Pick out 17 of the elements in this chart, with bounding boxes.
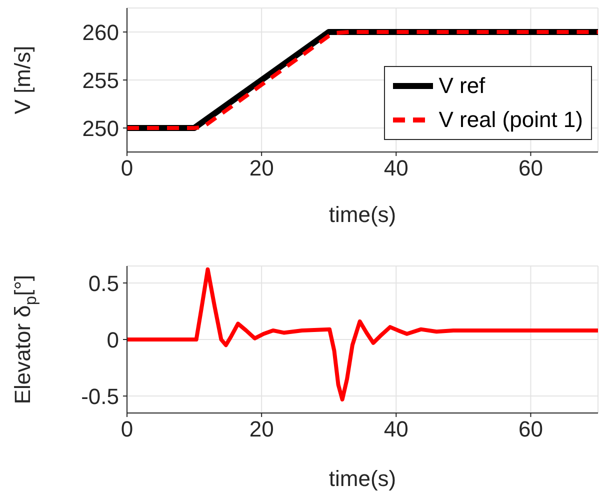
- x-tick-label: 60: [518, 416, 543, 442]
- y-tick-label: 0.5: [88, 270, 119, 296]
- y-tick-label: 260: [82, 20, 119, 45]
- y-tick-label: 0: [106, 327, 119, 352]
- x-tick-label: 60: [518, 156, 543, 181]
- x-tick-label: 20: [249, 156, 274, 181]
- x-tick-label: 40: [384, 156, 408, 181]
- x-tick-label: 20: [249, 416, 274, 442]
- x-tick-label: 40: [384, 416, 408, 442]
- y-tick-label: 250: [82, 116, 119, 141]
- y-axis-title: V [m/s]: [10, 46, 34, 114]
- x-axis-title: time(s): [328, 466, 396, 491]
- x-axis-title: time(s): [328, 202, 396, 227]
- legend-label: V ref: [438, 72, 486, 100]
- y-tick-label: -0.5: [81, 384, 119, 409]
- y-tick-label: 255: [82, 68, 119, 93]
- legend-label: V real (point 1): [438, 106, 583, 134]
